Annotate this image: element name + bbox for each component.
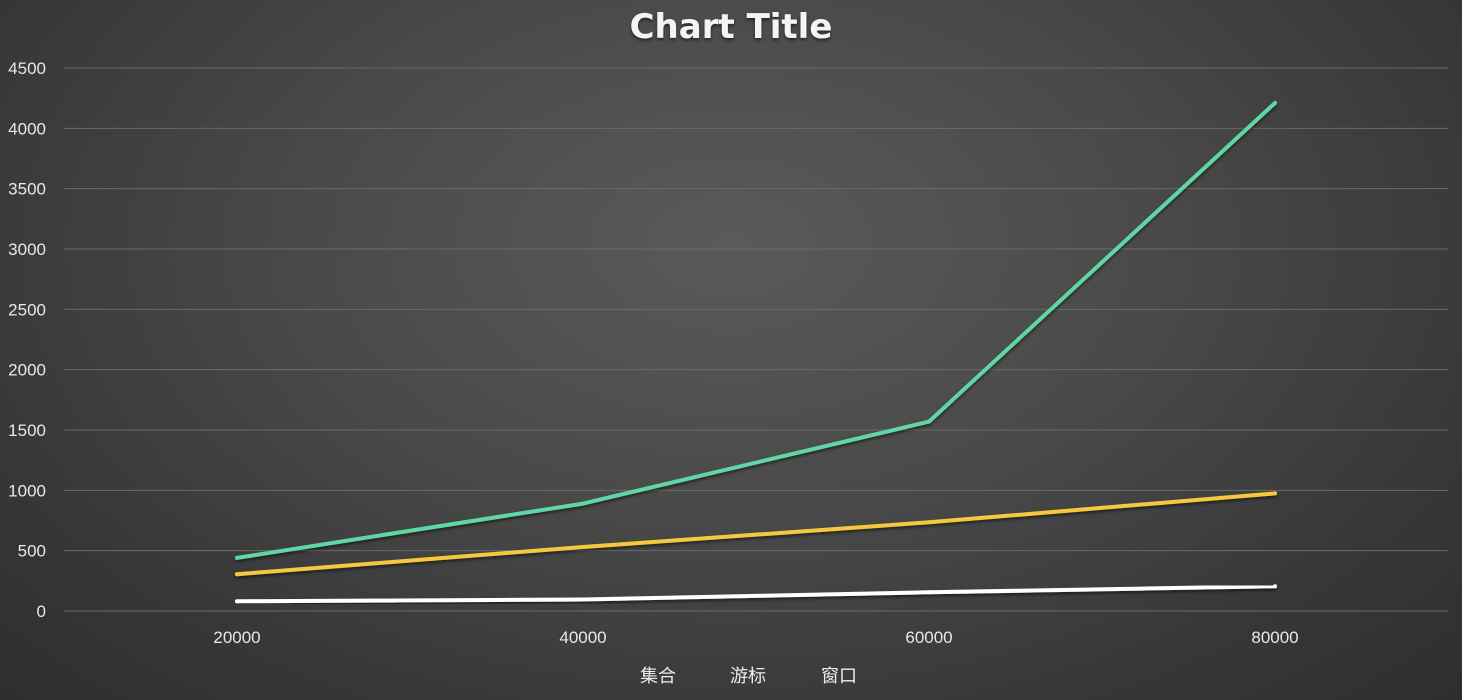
x-tick-label: 40000 bbox=[559, 628, 606, 647]
chart-title: Chart Title bbox=[630, 7, 833, 47]
x-tick-label: 20000 bbox=[213, 628, 260, 647]
y-tick-label: 2500 bbox=[8, 300, 46, 319]
legend-label: 窗口 bbox=[821, 666, 857, 687]
y-tick-label: 3000 bbox=[8, 240, 46, 259]
y-tick-label: 500 bbox=[18, 542, 46, 561]
y-tick-label: 4000 bbox=[8, 119, 46, 138]
data-point-s0-0 bbox=[235, 555, 239, 560]
data-point-s1-2 bbox=[927, 520, 931, 525]
legend[interactable]: 集合 游标 窗口 bbox=[602, 666, 857, 687]
data-point-s2-1 bbox=[581, 597, 585, 602]
data-point-s2-2 bbox=[927, 590, 931, 595]
legend-label: 集合 bbox=[640, 666, 676, 687]
legend-item-1[interactable]: 游标 bbox=[692, 666, 766, 687]
y-tick-label: 1500 bbox=[8, 421, 46, 440]
x-tick-label: 80000 bbox=[1251, 628, 1298, 647]
data-point-s1-1 bbox=[581, 545, 585, 550]
y-tick-label: 3500 bbox=[8, 180, 46, 199]
data-point-s1-3 bbox=[1273, 491, 1277, 496]
legend-item-2[interactable]: 窗口 bbox=[783, 666, 857, 687]
y-tick-label: 0 bbox=[37, 602, 46, 621]
x-axis: 20000 40000 60000 80000 bbox=[213, 628, 1298, 647]
series-line-1 bbox=[235, 491, 1277, 577]
gridlines bbox=[64, 67, 1448, 612]
legend-item-0[interactable]: 集合 bbox=[602, 666, 676, 687]
data-point-s0-3 bbox=[1273, 100, 1277, 105]
series-line-2 bbox=[235, 584, 1277, 604]
y-tick-label: 2000 bbox=[8, 361, 46, 380]
x-tick-label: 60000 bbox=[905, 628, 952, 647]
y-tick-label: 1000 bbox=[8, 481, 46, 500]
data-point-s0-1 bbox=[581, 501, 585, 506]
series-lines bbox=[235, 100, 1277, 604]
data-point-s2-3 bbox=[1273, 584, 1277, 589]
legend-label: 游标 bbox=[730, 666, 766, 687]
y-axis: 0 500 1000 1500 2000 2500 3000 3500 4000 4500 bbox=[8, 59, 46, 621]
data-point-s1-0 bbox=[235, 572, 239, 577]
data-point-s0-2 bbox=[927, 419, 931, 424]
y-tick-label: 4500 bbox=[8, 59, 46, 78]
data-point-s2-0 bbox=[235, 599, 239, 604]
series-line-0 bbox=[235, 101, 1277, 560]
